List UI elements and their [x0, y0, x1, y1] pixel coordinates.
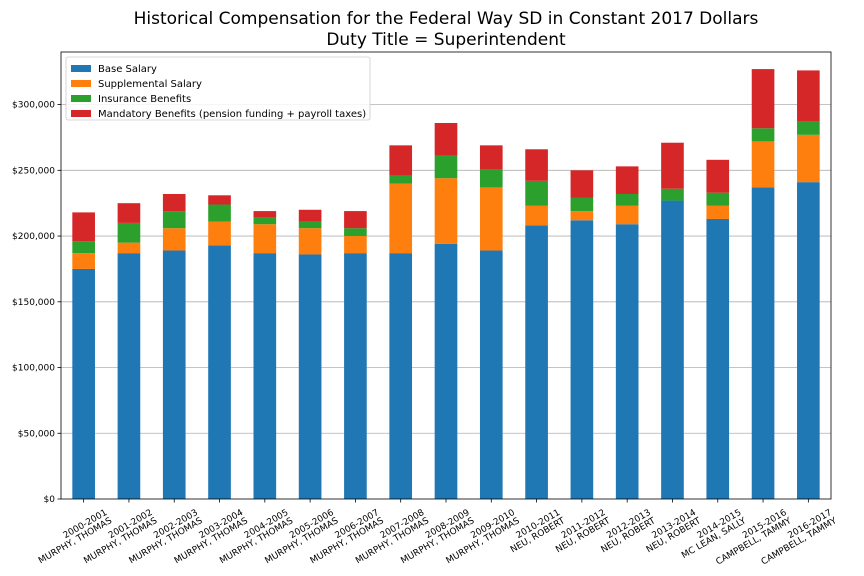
bar-segment: [434, 122, 458, 156]
y-tick-label: $150,000: [12, 298, 55, 308]
bar-segment: [344, 236, 367, 254]
bar-segment: [661, 142, 684, 189]
bar-segment: [797, 134, 820, 183]
chart-title: Historical Compensation for the Federal …: [133, 9, 759, 29]
bar-segment: [162, 228, 186, 251]
bar-segment: [389, 183, 413, 254]
bar-segment: [389, 253, 413, 499]
bar-segment: [615, 166, 639, 194]
bar-segment: [706, 218, 730, 499]
bar-segment: [298, 209, 322, 222]
bar-segment: [298, 254, 322, 499]
bar-segment: [479, 169, 503, 188]
y-tick-label: $250,000: [12, 166, 55, 176]
bar-segment: [162, 193, 186, 212]
legend-swatch: [71, 80, 91, 87]
bar-segment: [72, 253, 95, 269]
bar-segment: [208, 245, 231, 499]
bar-segment: [253, 211, 277, 218]
legend-swatch: [71, 95, 91, 102]
bar-segment: [253, 217, 277, 225]
bar-segment: [208, 221, 231, 246]
legend-swatch: [71, 110, 91, 117]
bar-segment: [797, 182, 820, 499]
bar-segment: [72, 268, 95, 499]
bar-segment: [117, 253, 141, 499]
chart-subtitle: Duty Title = Superintendent: [326, 30, 566, 50]
bar-segment: [389, 145, 413, 176]
y-tick-label: $100,000: [12, 364, 55, 374]
bar-segment: [706, 159, 730, 193]
bar-segment: [434, 155, 458, 179]
bar-segment: [253, 253, 277, 499]
bar-segment: [344, 211, 367, 229]
bar-segment: [479, 250, 503, 499]
bar-segment: [615, 193, 639, 206]
bar-segment: [479, 145, 503, 170]
bar-segment: [389, 175, 413, 184]
bar-segment: [751, 141, 775, 188]
legend-label: Insurance Benefits: [98, 94, 191, 105]
bar-segment: [72, 241, 95, 254]
bar-segment: [525, 180, 548, 206]
bar-segment: [751, 128, 775, 142]
bar-segment: [298, 221, 322, 229]
bar-segment: [797, 121, 820, 135]
legend-swatch: [71, 65, 91, 72]
bar-segment: [434, 178, 458, 244]
bar-segment: [525, 149, 548, 181]
bar-segment: [117, 222, 141, 243]
y-tick-label: $200,000: [12, 232, 55, 242]
bar-segment: [479, 187, 503, 251]
bar-segment: [797, 70, 820, 122]
bar-segment: [661, 200, 684, 499]
bar-segment: [162, 250, 186, 499]
bar-segment: [117, 203, 141, 223]
bar-segment: [706, 205, 730, 219]
legend-label: Mandatory Benefits (pension funding + pa…: [98, 109, 366, 120]
bar-segment: [615, 224, 639, 499]
legend-label: Supplemental Salary: [98, 79, 202, 90]
bar-segment: [570, 197, 594, 212]
bar-segment: [298, 228, 322, 255]
bar-segment: [344, 228, 367, 237]
bar-segment: [253, 224, 277, 254]
legend: [65, 56, 371, 121]
bar-segment: [751, 187, 775, 499]
y-tick-label: $50,000: [18, 429, 55, 439]
bar-segment: [344, 253, 367, 499]
bar-segment: [525, 205, 548, 226]
bar-segment: [525, 225, 548, 499]
bar-segment: [434, 243, 458, 499]
y-tick-label: $0: [44, 495, 56, 505]
bar-segment: [117, 242, 141, 254]
bar-segment: [72, 212, 95, 242]
bar-segment: [706, 192, 730, 206]
bar-segment: [208, 204, 231, 222]
y-tick-label: $300,000: [12, 101, 55, 111]
bar-segment: [751, 69, 775, 129]
bar-segment: [570, 170, 594, 198]
bar-segment: [570, 211, 594, 221]
bar-segment: [615, 205, 639, 225]
legend-label: Base Salary: [98, 64, 157, 75]
bar-segment: [162, 211, 186, 229]
bar-segment: [208, 195, 231, 205]
bar-segment: [570, 220, 594, 499]
bar-segment: [661, 188, 684, 201]
